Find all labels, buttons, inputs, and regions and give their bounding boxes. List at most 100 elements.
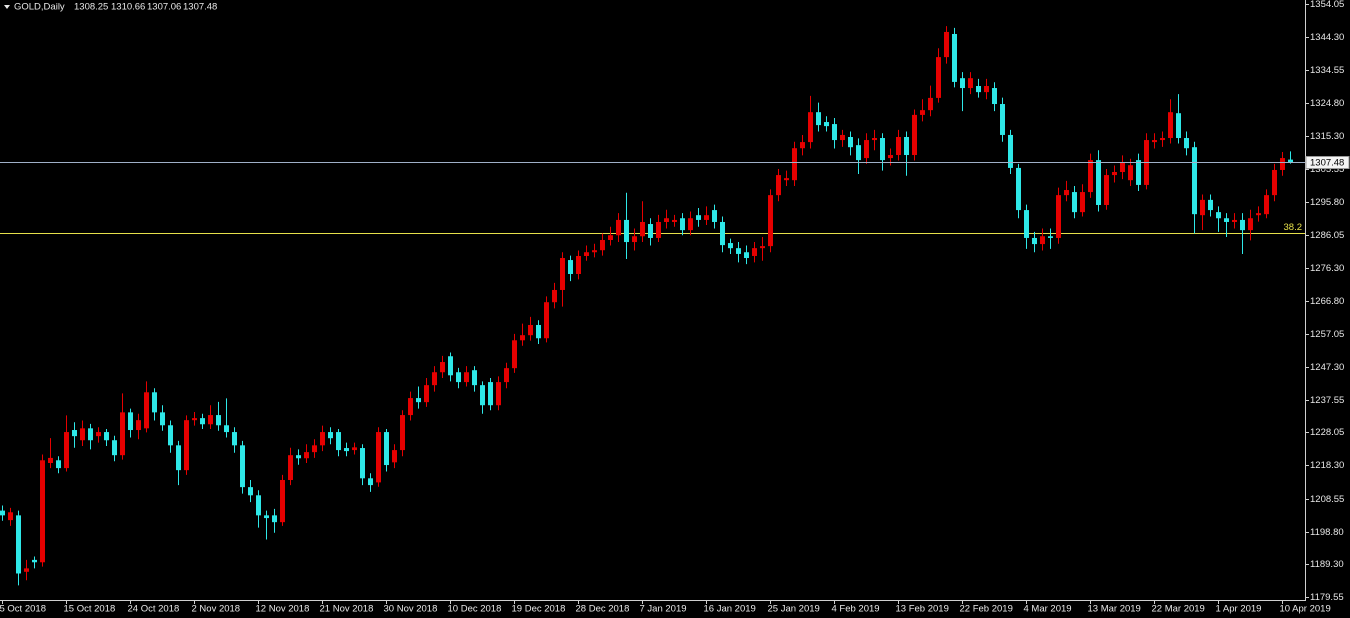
candle-body	[888, 155, 893, 159]
candle-body	[920, 110, 925, 115]
y-tick-label: 1324.80	[1310, 98, 1344, 109]
candle-body	[1040, 236, 1045, 245]
candle-body	[608, 235, 613, 240]
x-tick-label: 2 Nov 2018	[192, 604, 241, 615]
candle-body	[320, 432, 325, 446]
candle-body	[792, 148, 797, 181]
candle-body	[848, 136, 853, 148]
candle-body	[560, 258, 565, 290]
candle-body	[1280, 158, 1285, 170]
candle-body	[168, 425, 173, 446]
candle-body	[16, 515, 21, 574]
candle-body	[680, 218, 685, 231]
candle-body	[224, 425, 229, 433]
candle-body	[304, 452, 309, 459]
candle-body	[584, 252, 589, 256]
candle-body	[48, 457, 53, 464]
candle-body	[1056, 195, 1061, 238]
candle-body	[1264, 195, 1269, 215]
x-tick-label: 4 Mar 2019	[1024, 604, 1072, 615]
candle-body	[1224, 218, 1229, 222]
candle-body	[376, 432, 381, 483]
menu-triangle[interactable]	[4, 5, 10, 9]
candle-body	[1272, 169, 1277, 196]
x-tick-label: 15 Oct 2018	[64, 604, 116, 615]
candle-body	[8, 512, 13, 521]
candle-body	[1016, 167, 1021, 211]
candle-body	[464, 372, 469, 383]
candle-body	[768, 195, 773, 247]
candle-body	[1232, 219, 1237, 222]
candle-body	[368, 478, 373, 486]
candle-body	[1000, 104, 1005, 135]
candle-body	[416, 398, 421, 403]
candle-body	[704, 215, 709, 220]
candle-body	[944, 31, 949, 58]
candle-body	[736, 248, 741, 254]
candle-body	[1184, 138, 1189, 149]
candle-body	[632, 236, 637, 243]
candle-body	[56, 460, 61, 469]
candle-body	[592, 250, 597, 253]
candle-body	[216, 415, 221, 426]
candle-body	[912, 114, 917, 156]
candle-body	[1072, 192, 1077, 213]
y-tick-label: 1257.05	[1310, 329, 1344, 340]
candle-body	[144, 392, 149, 429]
x-tick-label: 30 Nov 2018	[384, 604, 438, 615]
candle-body	[992, 88, 997, 105]
candle-body	[1192, 147, 1197, 215]
candle-body	[480, 385, 485, 406]
candle-body	[504, 368, 509, 383]
candle-body	[288, 455, 293, 480]
candle-body	[952, 33, 957, 82]
candle-body	[1008, 134, 1013, 168]
candle-body	[872, 138, 877, 141]
candle-body	[808, 112, 813, 143]
candle-body	[24, 568, 29, 572]
candle-body	[1104, 175, 1109, 205]
candle-body	[440, 362, 445, 373]
candle-body	[472, 370, 477, 386]
candle-body	[104, 432, 109, 441]
candle-body	[456, 372, 461, 383]
candle-body	[392, 450, 397, 463]
candle-body	[536, 324, 541, 339]
y-tick-label: 1295.80	[1310, 197, 1344, 208]
candle-body	[976, 86, 981, 93]
candle-body	[928, 97, 933, 111]
y-tick-label: 1315.30	[1310, 131, 1344, 142]
candle-body	[800, 142, 805, 149]
y-tick-label: 1334.55	[1310, 65, 1344, 76]
candle-body	[1168, 112, 1173, 139]
candle-body	[384, 432, 389, 466]
candle-body	[520, 335, 525, 341]
candle-body	[72, 430, 77, 437]
candle-body	[352, 447, 357, 451]
candle-body	[336, 432, 341, 451]
y-tick-label: 1276.30	[1310, 263, 1344, 274]
candle-body	[488, 382, 493, 406]
candle-body	[960, 78, 965, 89]
candle-body	[760, 246, 765, 249]
candle-body	[568, 260, 573, 274]
x-tick-label: 19 Dec 2018	[512, 604, 566, 615]
candle-body	[232, 432, 237, 446]
candle-body	[1240, 219, 1245, 231]
x-tick-label: 24 Oct 2018	[128, 604, 180, 615]
candle-body	[424, 385, 429, 403]
candle-body	[0, 510, 5, 516]
x-tick-label: 1 Apr 2019	[1216, 604, 1262, 615]
candle-body	[624, 219, 629, 243]
candle-body	[80, 428, 85, 441]
x-tick-label: 10 Dec 2018	[448, 604, 502, 615]
candle-body	[1136, 160, 1141, 185]
candle-body	[1152, 140, 1157, 143]
candle-body	[1176, 113, 1181, 139]
y-tick-label: 1266.80	[1310, 296, 1344, 307]
candle-body	[152, 392, 157, 413]
candle-body	[272, 515, 277, 523]
candle-body	[784, 178, 789, 181]
